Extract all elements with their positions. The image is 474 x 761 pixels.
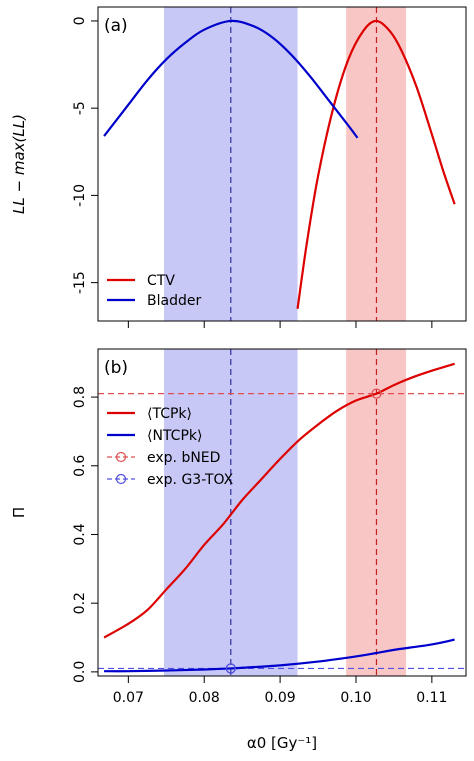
panel-a-x-ticks xyxy=(127,321,433,328)
marker-exp-bned xyxy=(371,388,382,399)
y-tick-label: 0.2 xyxy=(72,592,88,614)
panel-a-frame xyxy=(97,6,467,322)
panel-b-frame xyxy=(97,348,467,677)
panel-a: 0 -5 -10 -15 (a) CTV Bladder LL − max(LL) xyxy=(10,6,467,328)
series-line-ntcpk xyxy=(104,638,455,673)
legend-marker-exp-g3-tox xyxy=(115,473,127,485)
confidence-band-ctv xyxy=(346,7,407,321)
panel-a-bands xyxy=(164,7,407,321)
y-tick-label: -5 xyxy=(72,101,88,115)
x-tick-label: 0.07 xyxy=(113,690,144,706)
panel-b-y-axis-title: Π xyxy=(10,507,28,518)
y-tick-label: -10 xyxy=(72,184,88,207)
y-tick-label: 0.6 xyxy=(72,455,88,477)
panel-a-label: (a) xyxy=(104,16,128,36)
x-tick-label: 0.10 xyxy=(340,690,371,706)
panel-b-label: (b) xyxy=(104,358,128,378)
y-tick-label: -15 xyxy=(72,271,88,294)
panel-b-x-axis-title: α0 [Gy⁻¹] xyxy=(247,734,317,752)
y-tick-label: 0.0 xyxy=(72,661,88,683)
legend-label-ctv: CTV xyxy=(147,273,175,289)
x-tick-label: 0.11 xyxy=(416,690,447,706)
y-tick-label: 0.8 xyxy=(72,386,88,408)
x-tick-label: 0.08 xyxy=(189,690,220,706)
series-line-bladder xyxy=(103,19,359,139)
panel-b-vlines xyxy=(230,349,378,676)
panel-b-bands xyxy=(164,349,407,676)
panel-a-y-axis-title: LL − max(LL) xyxy=(10,114,28,214)
panel-b: 0.07 0.08 0.09 0.10 0.11 0.0 0.2 0.4 0.6 0.8 (b)… xyxy=(10,348,467,752)
legend-label-bladder: Bladder xyxy=(147,293,201,309)
panel-b-hlines xyxy=(98,393,466,670)
y-tick-label: 0.4 xyxy=(72,523,88,545)
confidence-band-bladder xyxy=(164,7,298,321)
panel-a-legend: CTV Bladder xyxy=(107,273,201,309)
series-line-ctv xyxy=(296,19,456,309)
panel-b-markers xyxy=(225,388,382,674)
panel-b-x-ticks: 0.07 0.08 0.09 0.10 0.11 xyxy=(113,676,447,706)
marker-exp-g3-tox xyxy=(225,663,236,674)
x-tick-label: 0.09 xyxy=(265,690,296,706)
series-line-tcpk xyxy=(103,362,455,639)
y-tick-label: 0 xyxy=(72,16,88,25)
panel-a-vlines xyxy=(230,7,378,321)
panel-a-y-ticks: 0 -5 -10 -15 xyxy=(72,16,98,294)
legend-label-exp-g3-tox: exp. G3-TOX xyxy=(147,472,234,488)
legend-label-exp-bned: exp. bNED xyxy=(147,450,220,466)
panel-a-series xyxy=(103,19,456,309)
legend-marker-exp-bned xyxy=(115,451,127,463)
panel-b-series xyxy=(103,362,455,673)
legend-label-ntcpk: ⟨NTCPk⟩ xyxy=(147,428,202,444)
legend-label-tcpk: ⟨TCPk⟩ xyxy=(147,406,192,422)
panel-b-legend: ⟨TCPk⟩ ⟨NTCPk⟩ exp. bNED exp. G3-TOX xyxy=(107,406,234,488)
panel-b-y-ticks: 0.0 0.2 0.4 0.6 0.8 xyxy=(72,386,98,683)
